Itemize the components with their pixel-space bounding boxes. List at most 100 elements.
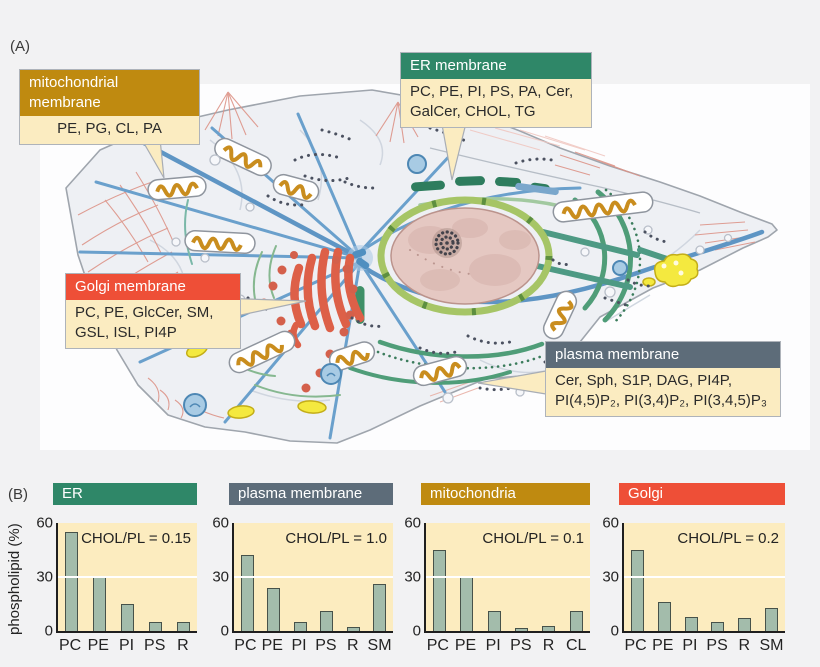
mitochondrion — [214, 137, 272, 177]
panel-b-label: (B) — [8, 486, 28, 503]
callout-plasma-membrane: plasma membrane Cer, Sph, S1P, DAG, PI4P… — [545, 341, 781, 417]
nucleus — [377, 196, 553, 316]
bar-cell — [535, 523, 562, 631]
chol-pl-annotation: CHOL/PL = 0.15 — [81, 530, 191, 547]
callout-lipid-list: PC, PE, GlcCer, SM, GSL, ISL, PI4P — [66, 300, 240, 348]
plot-area: CHOL/PL = 0.1 60 30 0 — [404, 515, 590, 640]
callout-golgi-membrane: Golgi membrane PC, PE, GlcCer, SM, GSL, … — [65, 273, 241, 349]
bar-cell — [563, 523, 590, 631]
x-tick-label-PI: PI — [291, 637, 307, 654]
x-tick-label-PS: PS — [315, 637, 337, 654]
x-tick-label-PS: PS — [144, 637, 166, 654]
gridline-30 — [624, 576, 785, 578]
x-axis-labels: PC PE PI PS R — [56, 637, 197, 655]
bar-cell — [234, 523, 261, 631]
callout-lipid-list: PC, PE, PI, PS, PA, Cer, GalCer, CHOL, T… — [401, 79, 591, 127]
plot-area: CHOL/PL = 0.15 60 30 0 — [36, 515, 197, 640]
y-tick-label-0: 0 — [412, 622, 421, 640]
y-tick-label-30: 30 — [36, 568, 53, 586]
bar-cell — [58, 523, 86, 631]
x-tick-label-PS: PS — [706, 637, 728, 654]
bar-cell — [704, 523, 731, 631]
y-tick-label-60: 60 — [36, 514, 53, 532]
bar-cell — [261, 523, 288, 631]
chart-mitochondria: mitochondria CHOL/PL = 0.1 60 30 0 PC PE PI P… — [404, 483, 590, 654]
bar-cell — [426, 523, 453, 631]
panel-a-label: (A) — [10, 38, 30, 55]
y-tick-label-60: 60 — [602, 514, 619, 532]
y-tick-label-60: 60 — [212, 514, 229, 532]
y-tick-label-0: 0 — [220, 622, 229, 640]
bar-cell — [508, 523, 535, 631]
callout-title: mitochondrial membrane — [20, 70, 199, 116]
y-axis-title: phospholipid (%) — [6, 523, 23, 635]
bar-cell — [314, 523, 341, 631]
bar-cell — [340, 523, 367, 631]
y-tick-label-0: 0 — [44, 622, 53, 640]
chart-plasma-membrane: plasma membrane CHOL/PL = 1.0 60 30 0 PC PE… — [212, 483, 394, 654]
bar-PE — [267, 587, 281, 631]
chart-golgi: Golgi CHOL/PL = 0.2 60 30 0 PC PE PI PS R SM — [602, 483, 785, 654]
mitochondrion — [552, 191, 654, 223]
mitochondrion — [147, 175, 207, 201]
bar-PI — [684, 616, 698, 631]
peroxisomes — [185, 253, 699, 419]
x-tick-label-PI: PI — [118, 637, 135, 654]
bar-PC — [630, 550, 644, 631]
bar-PC — [65, 532, 79, 631]
chart-er: ER CHOL/PL = 0.15 60 30 0 PC PE PI PS R — [36, 483, 197, 654]
chart-title-badge: mitochondria — [421, 483, 590, 505]
bar-SM — [373, 584, 387, 631]
x-tick-label-SM: SM — [759, 637, 784, 654]
bar-R — [346, 627, 360, 631]
x-axis-labels: PC PE PI PS R SM — [232, 637, 393, 655]
callout-lipid-list: PE, PG, CL, PA — [20, 116, 199, 144]
y-tick-label-60: 60 — [404, 514, 421, 532]
callout-title: ER membrane — [401, 53, 591, 79]
bar-cell — [114, 523, 142, 631]
callout-title: plasma membrane — [546, 342, 780, 368]
x-tick-label-PC: PC — [624, 637, 647, 654]
x-tick-label-SM: SM — [367, 637, 392, 654]
mitochondrion — [542, 290, 578, 340]
bar-R — [542, 625, 556, 631]
y-tick-label-30: 30 — [602, 568, 619, 586]
x-axis-labels: PC PE PI PS R SM — [622, 637, 785, 655]
bar-cell — [731, 523, 758, 631]
mitochondrion — [272, 173, 320, 203]
bar-PC — [240, 555, 254, 631]
x-tick-label-PE: PE — [652, 637, 674, 654]
x-tick-label-R: R — [542, 637, 555, 654]
chol-pl-annotation: CHOL/PL = 0.2 — [677, 530, 779, 547]
bar-SM — [765, 607, 779, 631]
gridline-30 — [426, 576, 590, 578]
gridline-30 — [234, 576, 393, 578]
y-tick-label-0: 0 — [610, 622, 619, 640]
gridline-30 — [58, 576, 197, 578]
x-tick-label-PE: PE — [261, 637, 283, 654]
bar-PE — [460, 577, 474, 631]
bar-R — [176, 622, 190, 631]
bar-cell — [287, 523, 314, 631]
x-axis-labels: PC PE PI PS R CL — [424, 637, 590, 655]
x-tick-label-R: R — [346, 637, 359, 654]
mitochondrion — [228, 330, 296, 374]
bar-PS — [320, 611, 334, 631]
bar-PC — [433, 550, 447, 631]
endosomes — [183, 154, 628, 417]
x-tick-label-PE: PE — [454, 637, 477, 654]
mitochondrion — [412, 355, 468, 387]
bar-PI — [293, 622, 307, 631]
x-tick-label-PS: PS — [510, 637, 532, 654]
bar-cell — [367, 523, 394, 631]
callout-lipid-list: Cer, Sph, S1P, DAG, PI4P, PI(4,5)P₂, PI(… — [546, 368, 780, 416]
x-tick-label-R: R — [177, 637, 189, 654]
x-tick-label-CL: CL — [565, 637, 587, 654]
plot-area: CHOL/PL = 0.2 60 30 0 — [602, 515, 785, 640]
chart-title-badge: ER — [53, 483, 197, 505]
x-tick-label-PE: PE — [87, 637, 109, 654]
callout-er-membrane: ER membrane PC, PE, PI, PS, PA, Cer, Gal… — [400, 52, 592, 128]
bar-cell — [651, 523, 678, 631]
centrosome — [347, 245, 373, 271]
x-tick-label-PC: PC — [426, 637, 449, 654]
